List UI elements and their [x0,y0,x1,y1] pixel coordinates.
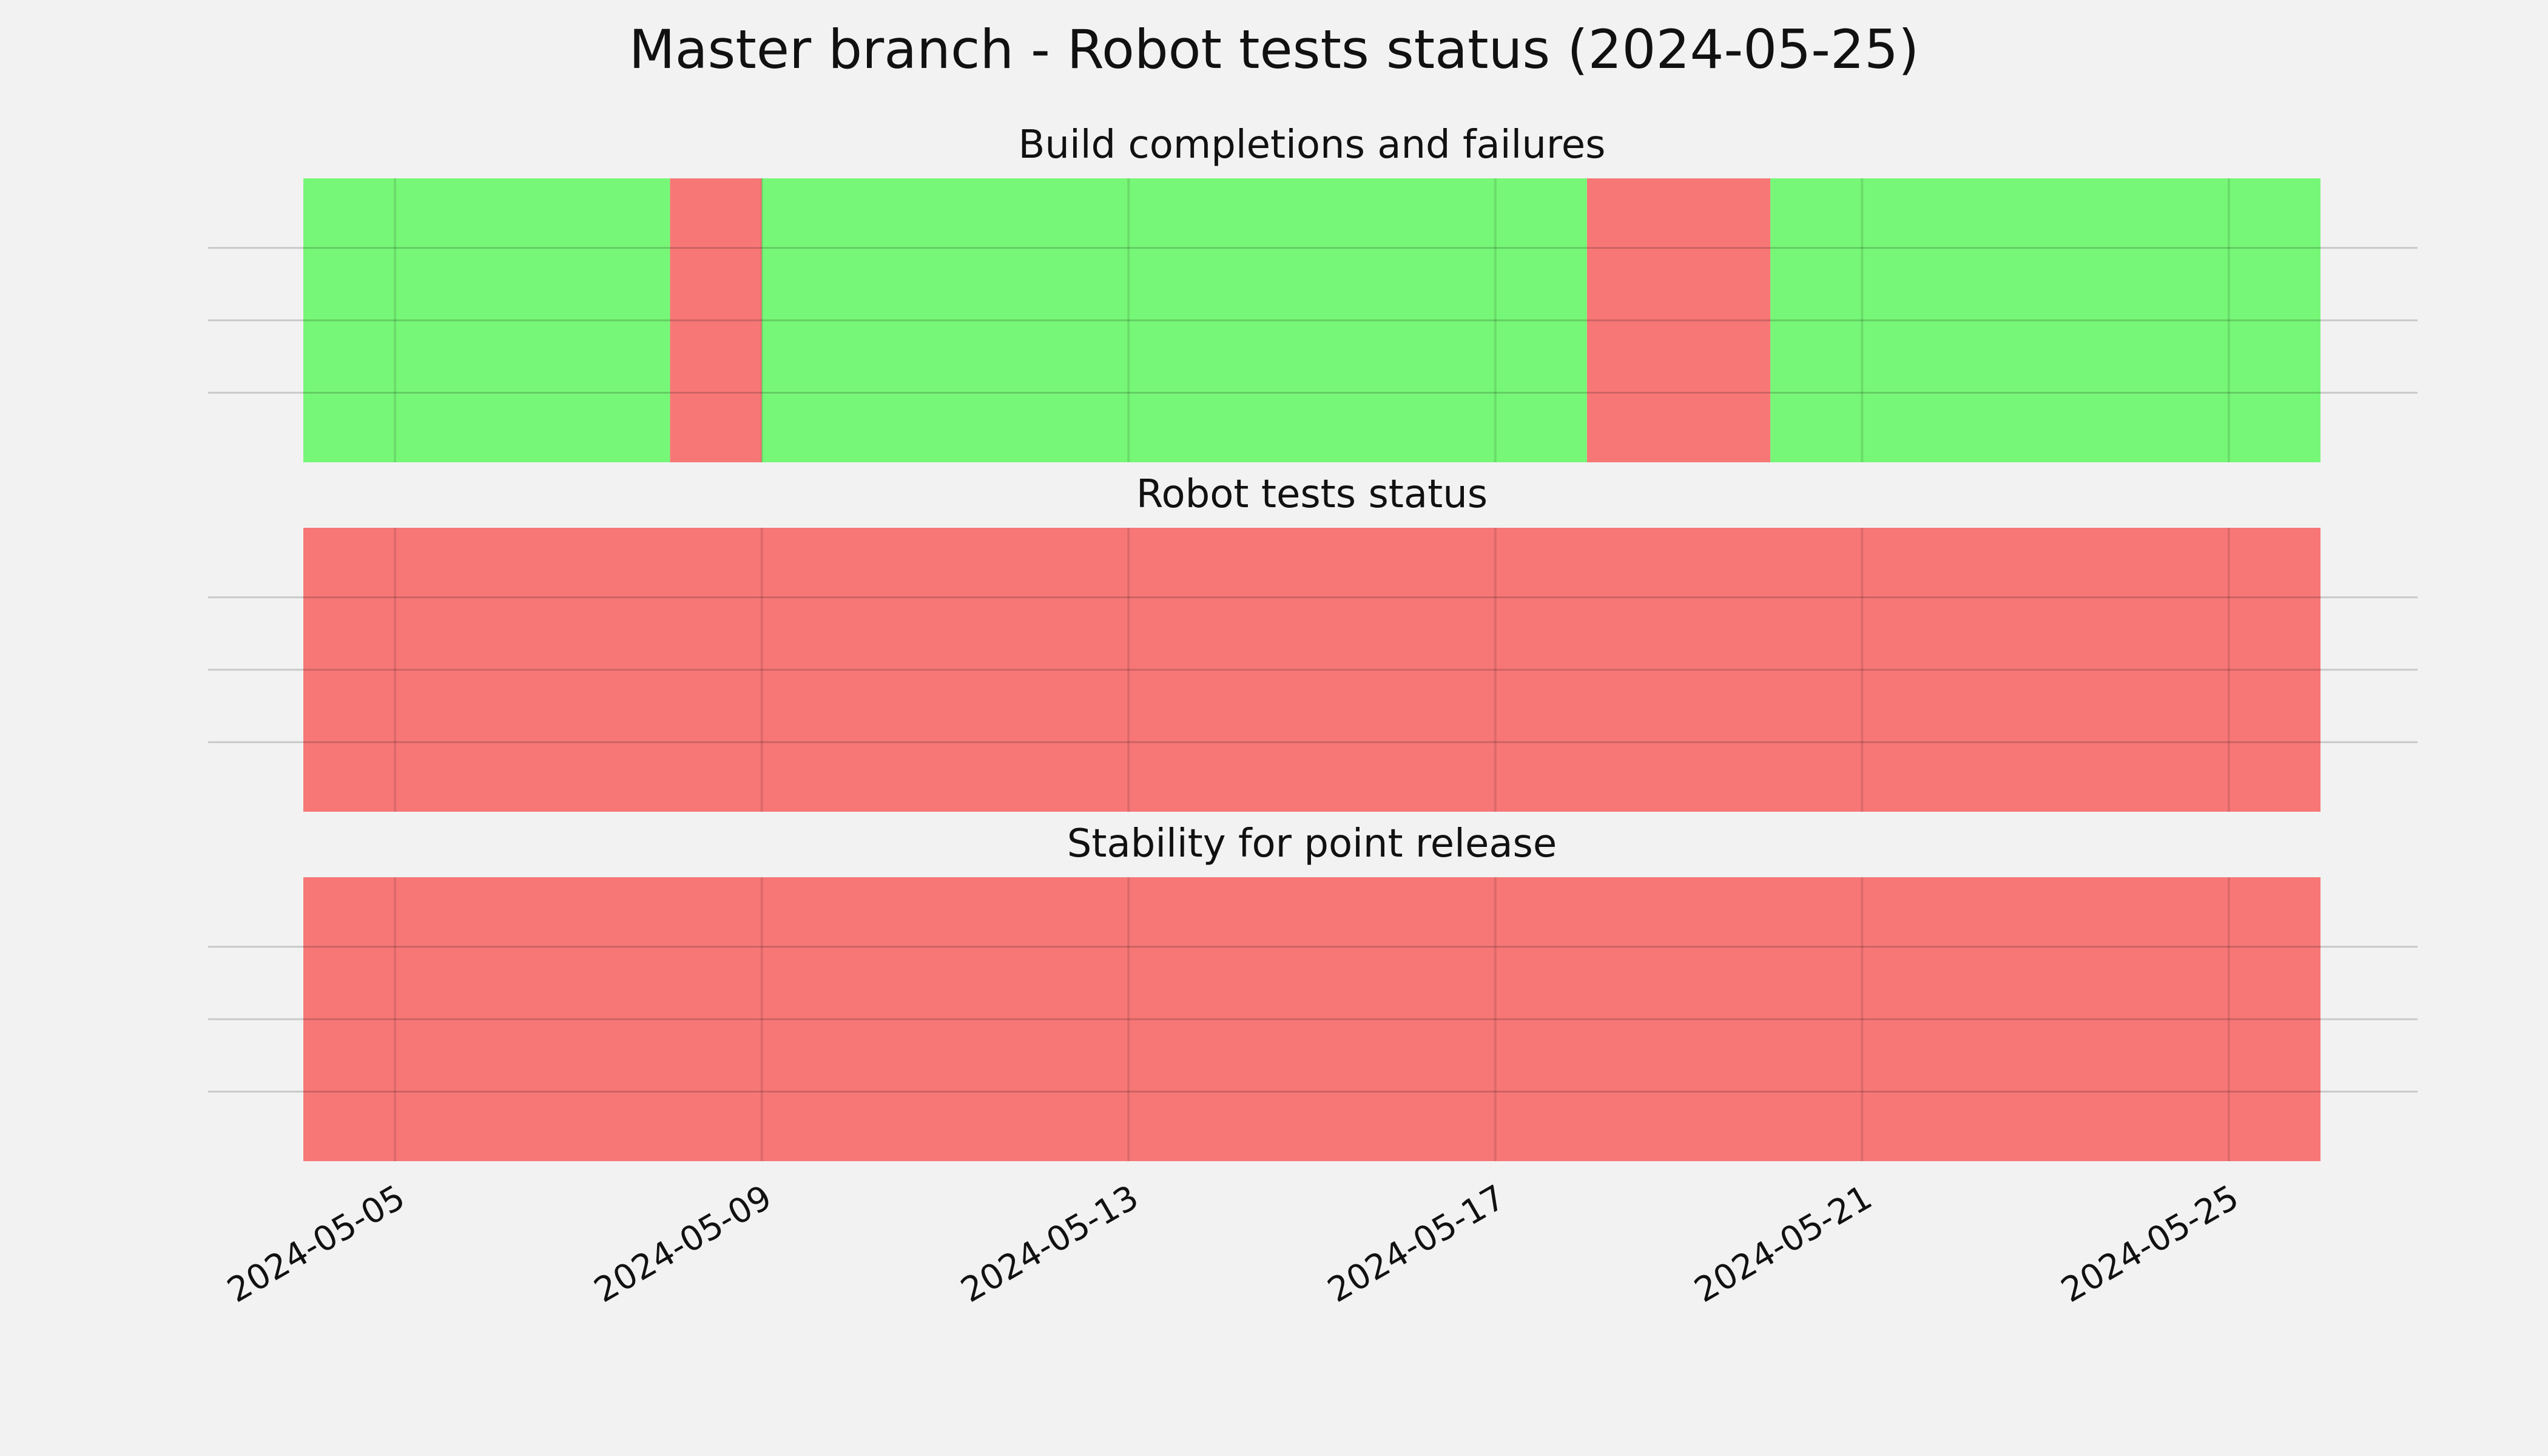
panel-title: Stability for point release [1067,821,1557,866]
status-segment-pass [761,178,1587,462]
status-segment-fail [670,178,762,462]
panel-1: Build completions and failures [208,123,2418,462]
status-segment-pass [303,178,670,462]
panel-2: Robot tests status [208,472,2418,812]
panels-group: Build completions and failures Robot test… [208,123,2418,1161]
panel-title: Build completions and failures [1019,123,1606,167]
status-segment-fail [303,528,2320,812]
status-segment-pass [1770,178,2320,462]
panel-title: Robot tests status [1136,472,1488,517]
chart-title: Master branch - Robot tests status (2024… [629,18,1919,81]
panel-3: Stability for point release [208,821,2418,1161]
status-segment-fail [1586,178,1771,462]
status-segment-fail [303,877,2320,1161]
